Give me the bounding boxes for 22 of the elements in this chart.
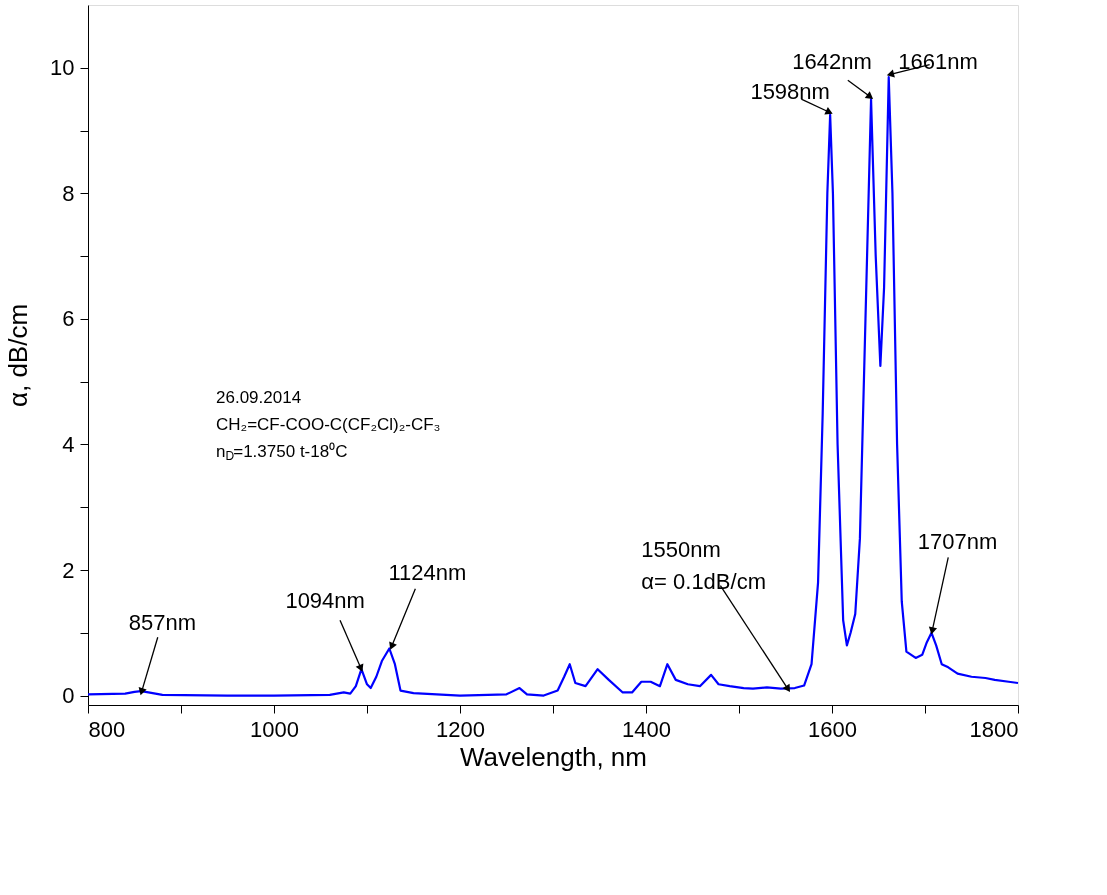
x-tick-label: 800	[88, 716, 126, 742]
y-tick-label: 8	[62, 180, 75, 206]
annotation: 857nm	[128, 610, 197, 636]
y-tick-label: 2	[62, 557, 75, 583]
annotation: 1094nm	[285, 588, 365, 614]
x-tick-label: 1600	[808, 716, 857, 742]
annotation: 1124nm	[388, 560, 467, 586]
y-tick-label: 4	[62, 431, 75, 457]
x-tick-label: 1800	[969, 716, 1019, 742]
annotation: 1707nm	[917, 528, 998, 554]
x-tick-label: 1200	[436, 716, 485, 742]
y-axis-title: α, dB/cm	[3, 303, 34, 408]
y-tick-label: 10	[50, 55, 75, 81]
annotation: 1661nm	[898, 48, 978, 74]
annotation: 1550nm α= 0.1dB/cm	[641, 536, 766, 594]
y-tick-label: 0	[62, 683, 75, 709]
annotation: 1642nm	[792, 48, 872, 74]
x-tick-label: 1400	[622, 716, 671, 742]
x-axis-title: Wavelength, nm	[460, 741, 647, 772]
annotation: 1598nm	[750, 78, 830, 104]
x-tick-label: 1000	[250, 716, 299, 742]
y-tick-label: 6	[62, 306, 75, 332]
